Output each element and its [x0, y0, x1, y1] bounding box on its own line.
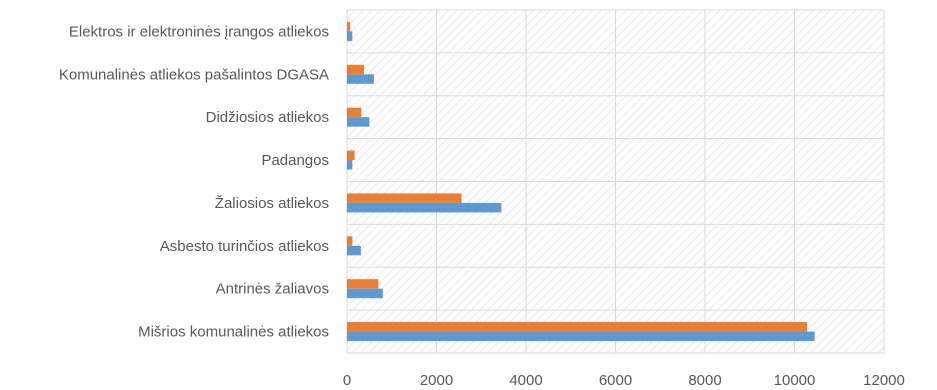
category-label: Komunalinės atliekos pašalintos DGASA — [59, 66, 329, 83]
x-tick-label: 12000 — [863, 372, 905, 389]
x-tick-labels: 0 2000 4000 6000 8000 10000 12000 — [343, 372, 905, 389]
x-tick-label: 4000 — [509, 372, 542, 389]
bars — [347, 21, 815, 342]
category-labels: Elektros ir elektroninės įrangos atlieko… — [59, 23, 329, 340]
bar-orange — [347, 279, 379, 289]
category-label: Padangos — [261, 152, 329, 169]
bar-orange — [347, 64, 365, 75]
bar-blue — [347, 288, 383, 299]
category-label: Žaliosios atliekos — [215, 195, 329, 212]
bar-blue — [347, 74, 374, 84]
x-tick-label: 6000 — [599, 372, 632, 389]
category-label: Asbesto turinčios atliekos — [160, 238, 329, 255]
bar-blue — [347, 202, 502, 213]
bar-orange — [347, 322, 808, 332]
bar-blue — [347, 117, 370, 127]
bar-orange — [347, 236, 353, 246]
gridlines — [346, 9, 885, 354]
x-tick-label: 0 — [343, 372, 351, 389]
bar-blue — [347, 31, 353, 41]
category-label: Didžiosios atliekos — [206, 109, 329, 126]
bar-orange — [347, 107, 362, 118]
bar-blue — [347, 160, 353, 170]
bar-blue — [347, 245, 361, 256]
x-tick-label: 2000 — [420, 372, 453, 389]
bar-blue — [347, 331, 815, 342]
bar-orange — [347, 21, 351, 32]
category-label: Mišrios komunalinės atliekos — [138, 324, 329, 341]
category-label: Elektros ir elektroninės įrangos atlieko… — [69, 23, 329, 40]
bar-orange — [347, 150, 355, 161]
category-label: Antrinės žaliavos — [216, 281, 329, 298]
bar-orange — [347, 193, 462, 203]
x-tick-label: 10000 — [774, 372, 816, 389]
x-tick-label: 8000 — [688, 372, 721, 389]
